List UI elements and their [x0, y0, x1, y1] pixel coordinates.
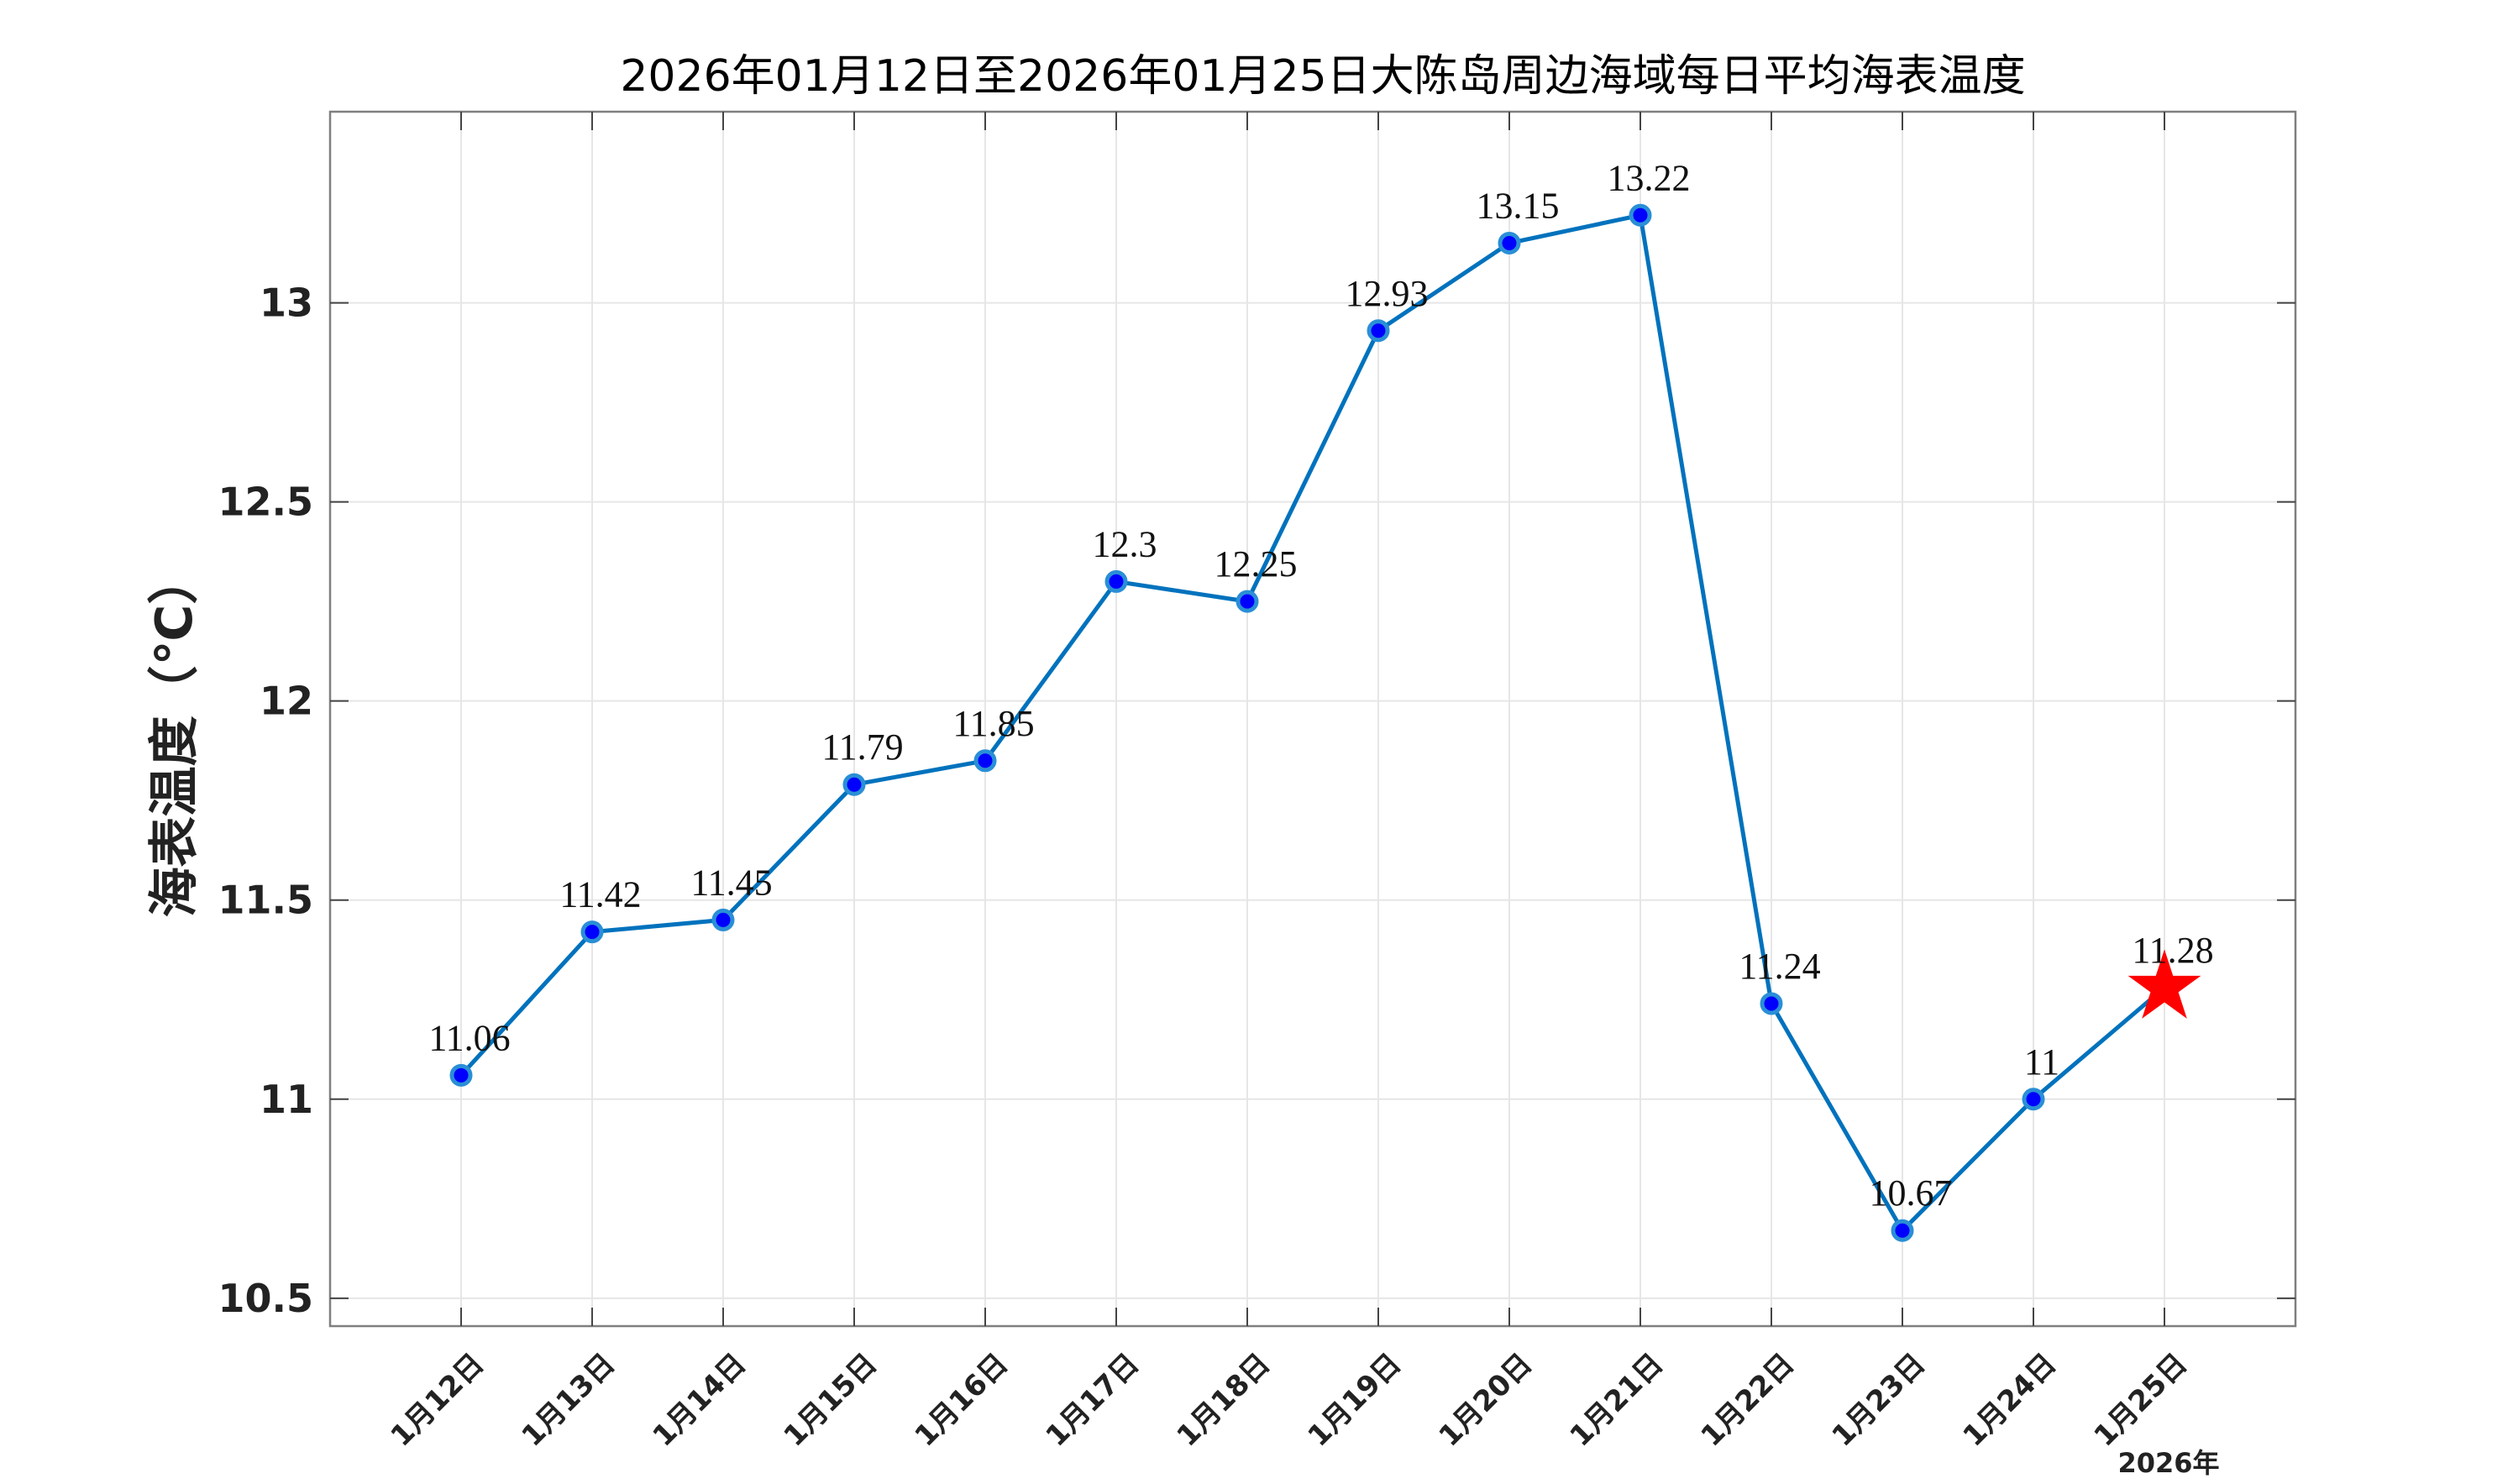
- x-axis: 1月12日 1月13日 1月14日 1月15日 1月16日 1月17日 1月18日 1月19日…: [385, 1347, 2195, 1454]
- data-label: 11.28: [2132, 930, 2213, 971]
- data-label: 11.24: [1739, 946, 1820, 987]
- grid: [330, 112, 2295, 1326]
- data-point: [973, 749, 997, 773]
- data-point: [580, 920, 604, 944]
- y-axis: 10.5 11 11.5 12 12.5 13: [218, 281, 314, 1321]
- y-tick-label: 13: [260, 281, 313, 326]
- data-label: 11.42: [559, 874, 641, 915]
- data-label: 11.45: [690, 862, 772, 903]
- y-tick-label: 12.5: [218, 480, 314, 525]
- series-line: [459, 212, 2166, 1233]
- data-point: [1104, 569, 1128, 593]
- data-label: 11.85: [952, 703, 1034, 744]
- x-tick-label: 1月15日: [778, 1347, 884, 1454]
- y-axis-label: 海表温度（℃）: [145, 554, 204, 918]
- data-point: [1891, 1219, 1914, 1242]
- data-point: [1498, 231, 1521, 254]
- x-tick-label: 1月17日: [1040, 1347, 1146, 1454]
- data-point: [711, 908, 735, 931]
- x-tick-label: 1月21日: [1564, 1347, 1671, 1454]
- data-label: 12.3: [1093, 523, 1157, 564]
- data-point-star: [2127, 949, 2201, 1019]
- data-label: 12.25: [1215, 543, 1298, 585]
- data-point: [1367, 319, 1390, 343]
- data-point: [449, 1063, 473, 1087]
- data-label: 11: [2024, 1041, 2059, 1083]
- year-label: 2026年: [2117, 1447, 2219, 1479]
- data-labels: 11.06 11.42 11.45 11.79 11.85 12.3 12.25 12.93 1…: [428, 157, 2213, 1214]
- data-label: 11.06: [428, 1017, 510, 1058]
- x-tick-label: 1月24日: [1957, 1347, 2064, 1454]
- y-tick-label: 11.5: [218, 878, 314, 923]
- x-tick-label: 1月20日: [1433, 1347, 1540, 1454]
- data-label: 11.79: [821, 726, 903, 768]
- data-point: [1629, 203, 1652, 227]
- data-label: 10.67: [1870, 1172, 1953, 1214]
- x-tick-label: 1月19日: [1302, 1347, 1409, 1454]
- axis-ticks: [330, 112, 2295, 1326]
- x-tick-label: 1月22日: [1695, 1347, 1802, 1454]
- data-point: [1236, 590, 1259, 613]
- data-label: 12.93: [1346, 273, 1429, 314]
- x-tick-label: 1月13日: [516, 1347, 622, 1454]
- x-tick-label: 1月16日: [909, 1347, 1015, 1454]
- y-tick-label: 11: [260, 1077, 313, 1122]
- data-point: [842, 773, 866, 796]
- x-tick-label: 1月14日: [647, 1347, 753, 1454]
- y-tick-label: 10.5: [218, 1276, 314, 1321]
- x-tick-label: 1月23日: [1826, 1347, 1933, 1454]
- plot-area: [328, 110, 2297, 1328]
- data-label: 13.15: [1477, 185, 1560, 226]
- data-point: [2022, 1088, 2045, 1111]
- x-tick-label: 1月12日: [385, 1347, 491, 1454]
- y-tick-label: 12: [260, 679, 313, 724]
- x-tick-label: 1月25日: [2088, 1347, 2195, 1454]
- series: [449, 203, 2201, 1242]
- x-tick-label: 1月18日: [1171, 1347, 1277, 1454]
- chart-title: 2026年01月12日至2026年01月25日大陈岛周边海域每日平均海表温度: [620, 51, 2025, 102]
- data-point: [1760, 992, 1783, 1015]
- data-label: 13.22: [1608, 157, 1691, 198]
